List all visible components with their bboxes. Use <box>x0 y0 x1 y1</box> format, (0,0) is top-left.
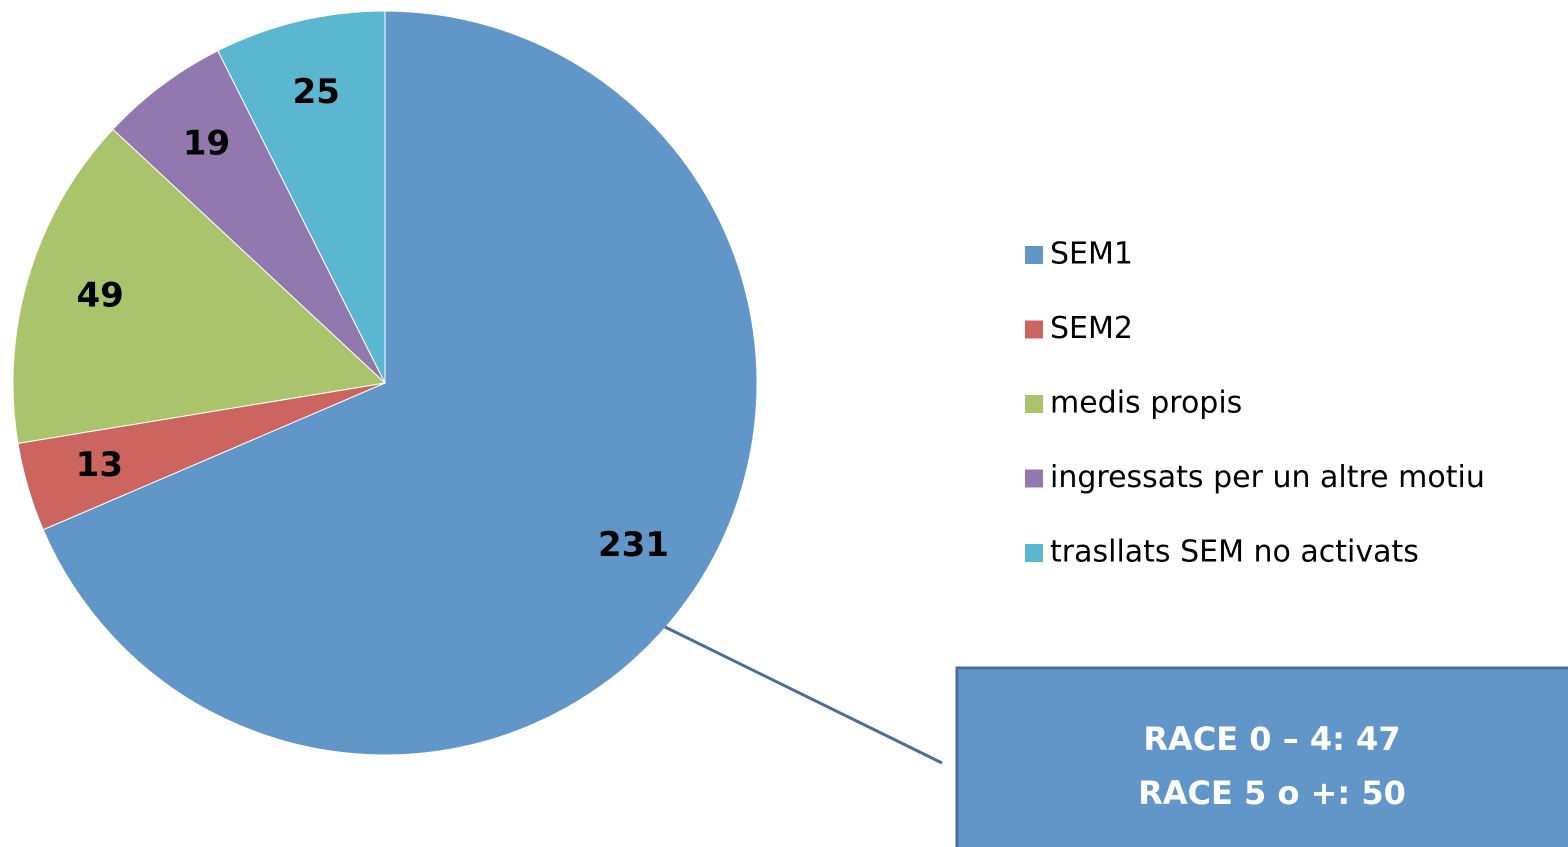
legend-label: SEM2 <box>1050 311 1133 346</box>
pie-slice <box>12 128 387 444</box>
data-label: 19 <box>183 123 230 163</box>
legend-swatch <box>1025 320 1043 339</box>
legend-swatch <box>1025 544 1043 562</box>
legend-swatch <box>1025 395 1043 413</box>
pie-slice <box>217 10 386 384</box>
legend-label: medis propis <box>1050 386 1242 421</box>
pie-slice <box>42 10 758 756</box>
callout-line <box>664 625 943 765</box>
legend-swatch <box>1025 469 1043 488</box>
annotation: RACE 0 – 4: 47 <box>1143 720 1400 758</box>
callout-box <box>955 666 1568 847</box>
legend-label: trasllats SEM no activats <box>1050 535 1419 570</box>
data-label: 25 <box>293 72 340 112</box>
data-label: 49 <box>76 275 123 315</box>
legend-swatch <box>1025 246 1043 264</box>
data-label: 13 <box>76 445 123 485</box>
legend-label: ingressats per un altre motiu <box>1050 460 1485 495</box>
data-label: 231 <box>598 525 669 565</box>
legend-label: SEM1 <box>1050 237 1133 272</box>
pie-slice <box>112 50 386 384</box>
annotation: RACE 5 o +: 50 <box>1138 774 1406 812</box>
